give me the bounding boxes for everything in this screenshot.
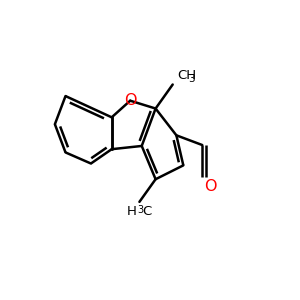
Text: H: H — [127, 205, 137, 218]
Text: C: C — [142, 205, 152, 218]
Text: O: O — [205, 179, 217, 194]
Text: 3: 3 — [137, 205, 143, 215]
Text: O: O — [124, 93, 136, 108]
Text: 3: 3 — [188, 74, 194, 84]
Text: CH: CH — [177, 69, 196, 82]
